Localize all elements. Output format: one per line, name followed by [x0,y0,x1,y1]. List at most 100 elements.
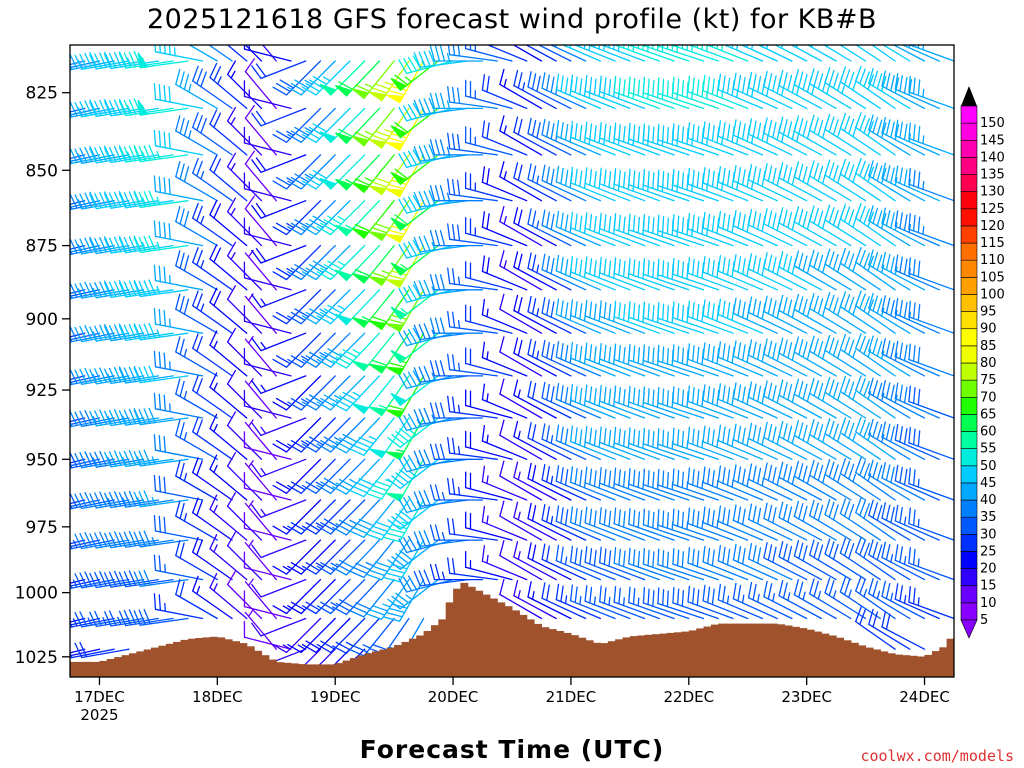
barb-full-flag [903,344,908,362]
barb-half-flag [247,378,254,386]
barb-full-flag [752,255,757,272]
barb-full-flag [782,543,788,560]
terrain-column [873,649,881,677]
barb-full-flag [89,191,98,208]
barb-full-flag [832,164,839,181]
wind-barb [555,465,602,501]
barb-half-flag [852,433,857,442]
barb-full-flag [104,410,112,427]
barb-full-flag [876,424,883,441]
barb-full-flag [593,549,597,567]
barb-full-flag [138,324,146,340]
wind-barb [702,584,749,620]
barb-full-flag [584,74,588,92]
barb-staff [345,60,381,97]
barb-full-flag [320,601,335,611]
barb-staff [908,137,954,156]
barb-full-flag [711,78,715,96]
wind-barb [868,459,911,501]
barb-full-flag [423,98,431,114]
barb-full-flag [867,299,875,315]
barb-full-flag [89,572,97,589]
barb-full-flag [113,146,122,162]
wind-barb [70,332,86,338]
barb-staff [260,375,307,394]
barb-full-flag [133,235,142,252]
barb-half-flag [579,596,582,606]
barb-half-flag [126,105,132,114]
wind-barb [332,332,381,369]
terrain-column [114,657,123,677]
wind-barb [855,45,881,62]
barb-full-flag [513,420,519,438]
wind-barb [447,86,498,110]
barb-full-flag [885,209,891,227]
barb-full-flag [702,466,706,484]
barb-full-flag [94,237,102,254]
barb-full-flag [108,532,117,548]
barb-full-flag [767,210,773,227]
barb-full-flag [517,72,523,89]
terrain-column [165,643,174,677]
barb-staff [406,539,454,554]
wind-barb [599,300,646,334]
wind-barb [349,578,395,618]
barb-staff [419,499,469,507]
barb-half-flag [821,434,826,443]
barb-full-flag [423,569,431,586]
wind-barb [855,247,896,291]
barb-full-flag [168,85,171,103]
wind-barb [908,300,954,334]
colorbar-segment [960,431,978,449]
barb-half-flag [796,133,800,143]
wind-barb [209,572,248,620]
barb-full-flag [133,531,141,548]
barb-full-flag [711,469,715,487]
barb-full-flag [123,450,132,467]
barb-full-flag [434,139,441,156]
barb-full-flag [613,547,617,564]
barb-full-flag [413,450,421,467]
barb-full-flag [255,203,267,217]
barb-full-flag [338,599,354,608]
barb-full-flag [593,429,597,447]
barb-full-flag [113,52,122,68]
barb-full-flag [848,463,855,480]
wind-barb [209,200,248,247]
barb-full-flag [863,296,870,313]
wind-barb [732,340,778,377]
barb-full-flag [642,258,646,275]
barb-staff [628,138,675,156]
barb-staff [464,486,513,501]
barb-staff [555,439,602,460]
wind-barb [894,382,940,419]
barb-half-flag [536,307,540,317]
barb-half-flag [260,508,267,517]
colorbar-label: 145 [980,133,1005,148]
barb-full-flag [290,267,306,277]
barb-half-flag [922,135,925,145]
barb-full-flag [527,71,532,88]
barb-full-flag [531,210,537,228]
wind-barb [809,68,852,110]
barb-full-flag [407,575,418,591]
barb-full-flag [657,508,660,526]
terrain-column [718,623,727,677]
wind-barb [702,425,749,460]
barb-full-flag [513,69,519,87]
barb-full-flag [767,165,773,182]
barb-full-flag [407,413,418,429]
barb-full-flag [192,65,199,82]
barb-full-flag [434,229,441,247]
barb-full-flag [94,100,102,117]
barb-full-flag [423,279,431,296]
barb-full-flag [741,427,746,445]
wind-barb [717,583,764,620]
terrain-column [880,651,889,677]
barb-staff [464,446,513,460]
barb-full-flag [16,107,24,120]
terrain-column [784,625,793,677]
wind-barb [335,107,381,145]
barb-staff [513,435,557,460]
barb-full-flag [99,491,107,507]
